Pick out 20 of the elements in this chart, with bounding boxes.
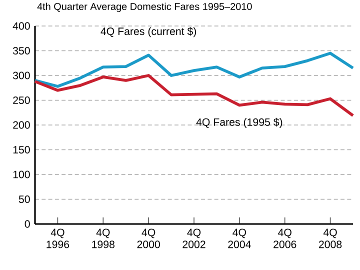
chart-title: 4th Quarter Average Domestic Fares 1995–2010 (37, 2, 252, 12)
y-tick-label: 0 (24, 220, 30, 228)
y-tick-label: 150 (13, 146, 30, 154)
x-tick-label: 4Q 2004 (228, 228, 251, 248)
x-tick-label: 4Q 2006 (274, 228, 296, 248)
x-tick-label: 4Q 2008 (319, 228, 342, 248)
y-tick-label: 350 (12, 46, 30, 55)
text: 4Q Fares (current $) (100, 27, 196, 38)
x-tick-label: 4Q 2000 (137, 228, 160, 248)
x-tick-label: 4Q 1998 (92, 228, 114, 248)
series-label: 4Q Fares (1995 $) (196, 118, 282, 128)
x-tick-label: 4Q 1996 (46, 228, 70, 248)
y-tick-label: 250 (13, 96, 30, 104)
line-series (34, 52, 354, 88)
y-tick-label: 100 (13, 170, 30, 178)
y-tick-label: 300 (12, 72, 30, 80)
y-tick-label: 200 (13, 121, 30, 129)
x-tick-label: 4Q 2002 (182, 228, 206, 248)
y-tick-label: 400 (12, 22, 30, 30)
y-tick-label: 50 (18, 195, 30, 204)
